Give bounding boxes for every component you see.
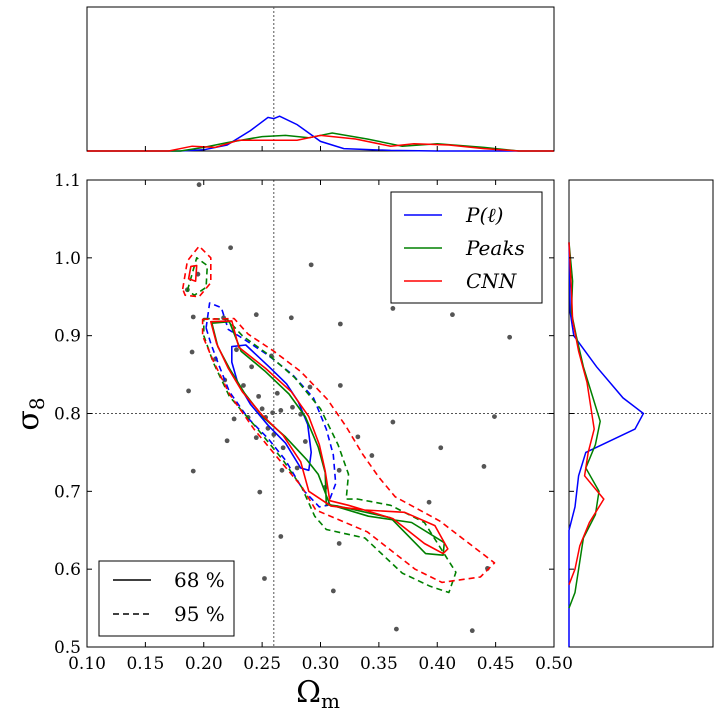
y-ticks: 0.5 0.6 0.7 0.8 0.9 1.0 1.1: [54, 171, 574, 658]
scatter-point: [257, 489, 263, 495]
scatter-point: [224, 438, 230, 444]
cnn-contour-68: [187, 264, 198, 282]
scatter-point: [294, 465, 300, 471]
x-tick-label: 0.30: [302, 654, 340, 674]
legend: P(ℓ) Peaks CNN: [390, 191, 543, 304]
cnn-marginal-x: [87, 134, 554, 152]
scatter-point: [330, 588, 336, 594]
linestyle-legend-frame: [98, 560, 235, 637]
scatter-point: [450, 312, 455, 318]
scatter-point: [308, 262, 314, 268]
y-axis-title: σ8: [11, 397, 49, 430]
contours: [181, 245, 496, 594]
legend-label: Peaks: [465, 236, 525, 260]
scatter-point: [492, 414, 497, 420]
linestyle-legend: 68 % 95 %: [98, 560, 235, 637]
x-tick-label: 0.45: [477, 654, 515, 674]
scatter-point: [288, 315, 294, 321]
top-marginal-panel: [86, 6, 555, 152]
top-marginal-curves: [87, 115, 554, 152]
scatter-point: [337, 383, 343, 388]
cnn-contour-95-main: [201, 317, 496, 584]
scatter-point: [302, 439, 308, 444]
scatter-point: [469, 628, 475, 634]
scatter-point: [369, 453, 375, 458]
cnn-marginal-y: [568, 242, 605, 585]
x-tick-label: 0.15: [126, 654, 164, 674]
scatter-point: [290, 404, 295, 410]
scatter-point: [307, 384, 313, 390]
scatter-point: [186, 388, 191, 394]
linestyle-label: 95 %: [174, 602, 225, 626]
scatter-point: [278, 407, 284, 413]
x-tick-label: 0.50: [535, 654, 573, 674]
linestyle-label: 68 %: [174, 568, 225, 592]
x-tick-label: 0.40: [418, 654, 456, 674]
scatter-point: [337, 321, 343, 327]
peaks-contour-95-main: [203, 317, 457, 594]
peaks-marginal-y: [568, 242, 601, 609]
y-tick-label: 0.7: [54, 482, 81, 502]
scatter-point: [426, 499, 432, 505]
x-tick-label: 0.25: [243, 654, 281, 674]
y-tick-label: 1.0: [54, 249, 81, 269]
top-marginal-frame: [86, 6, 555, 152]
x-axis-title: Ωm: [296, 675, 340, 713]
scatter-point: [481, 464, 487, 469]
p-contour-95: [205, 302, 337, 508]
scatter-point: [270, 410, 276, 416]
scatter-point: [278, 534, 284, 539]
scatter-point: [274, 390, 280, 396]
scatter-point: [336, 467, 342, 473]
scatter-point: [249, 364, 255, 370]
peaks-contour-95: [186, 257, 209, 296]
legend-label: P(ℓ): [465, 203, 503, 227]
scatter-point: [189, 349, 195, 355]
x-tick-label: 0.10: [68, 654, 106, 674]
scatter-point: [259, 406, 265, 412]
legend-label: CNN: [466, 269, 518, 293]
legend-entries: P(ℓ) Peaks CNN: [404, 203, 525, 293]
scatter-point: [196, 182, 202, 188]
scatter-point: [190, 314, 196, 320]
scatter-point: [336, 541, 342, 546]
cnn-contour-68-main: [210, 320, 449, 555]
scatter-point: [355, 434, 361, 440]
y-tick-label: 0.6: [54, 560, 81, 580]
scatter-point: [279, 467, 285, 473]
p-marginal-y: [568, 242, 645, 647]
scatter-point: [390, 306, 396, 311]
scatter-point: [253, 312, 259, 318]
x-tick-label: 0.35: [360, 654, 398, 674]
y-tick-label: 0.8: [54, 405, 81, 425]
scatter-point: [241, 383, 246, 388]
linestyle-legend-entries: 68 % 95 %: [113, 568, 225, 626]
scatter-point: [228, 245, 234, 251]
scatter-point: [390, 419, 396, 425]
y-tick-label: 0.5: [54, 638, 81, 658]
scatter-point: [393, 626, 399, 632]
scatter-point: [262, 576, 267, 581]
main-panel: 0.10 0.15 0.20 0.25 0.30 0.35 0.40 0.45 0.50 0.5…: [11, 146, 574, 713]
x-ticks: 0.10 0.15 0.20 0.25 0.30 0.35 0.40 0.45 0.50: [68, 146, 573, 674]
right-marginal-panel: [568, 179, 714, 648]
right-marginal-curves: [568, 242, 645, 647]
peaks-contour-68: [211, 320, 446, 556]
scatter-point: [253, 435, 259, 441]
scatter-point: [256, 393, 262, 399]
cnn-contour-95: [181, 245, 212, 298]
scatter-point: [438, 445, 444, 451]
scatter-point: [280, 445, 286, 451]
y-tick-label: 1.1: [54, 171, 81, 191]
p-marginal-x: [87, 115, 554, 152]
scatter-point: [231, 416, 237, 422]
y-tick-label: 0.9: [54, 327, 81, 347]
scatter-point: [234, 347, 239, 353]
scatter-point: [507, 334, 513, 340]
x-tick-label: 0.20: [185, 654, 223, 674]
scatter-point: [190, 468, 196, 474]
